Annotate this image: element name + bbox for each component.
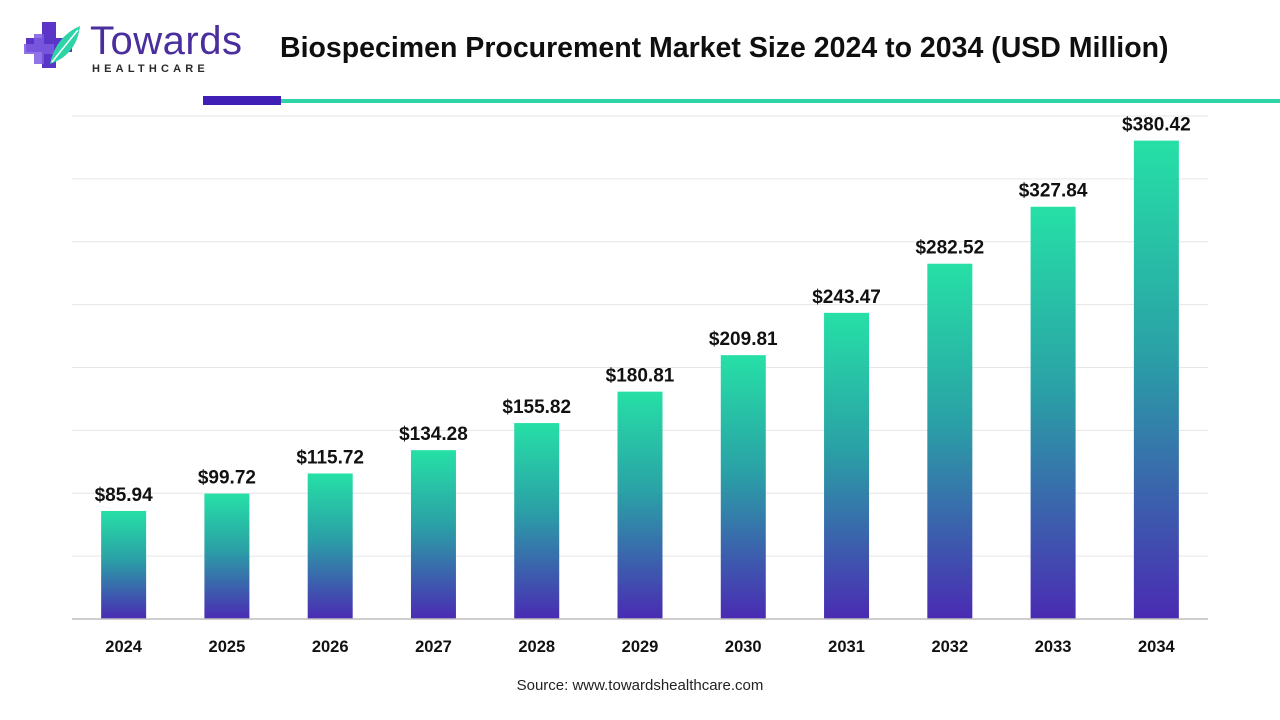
x-tick-2025: 2025 bbox=[209, 638, 246, 656]
bar-2034 bbox=[1133, 140, 1179, 619]
data-label-2029: $180.81 bbox=[606, 366, 675, 387]
bar-2026 bbox=[307, 473, 353, 619]
bar-2028 bbox=[514, 423, 560, 619]
bar-2032 bbox=[927, 263, 973, 619]
brand-logo: Towards HEALTHCARE bbox=[20, 18, 242, 80]
data-labels: $85.94 $99.72 $115.72 $134.28 $155.82 $180.81… bbox=[95, 115, 1191, 506]
brand-name: Towards bbox=[90, 19, 243, 63]
bar-2027 bbox=[410, 450, 456, 619]
data-label-2024: $85.94 bbox=[95, 485, 154, 506]
x-tick-2033: 2033 bbox=[1035, 638, 1072, 656]
bar-2030 bbox=[720, 355, 766, 619]
data-label-2027: $134.28 bbox=[399, 424, 468, 445]
x-tick-2031: 2031 bbox=[828, 638, 865, 656]
x-tick-labels: 2024 2025 2026 2027 2028 2029 2030 2031 2032 2033… bbox=[105, 638, 1175, 656]
source-note: Source: www.towardshealthcare.com bbox=[516, 677, 764, 694]
bar-2031 bbox=[824, 312, 870, 619]
data-label-2031: $243.47 bbox=[812, 287, 881, 308]
bar-chart: $85.94 $99.72 $115.72 $134.28 $155.82 $180.81… bbox=[72, 115, 1208, 656]
brand-tagline: HEALTHCARE bbox=[92, 63, 209, 75]
x-tick-2028: 2028 bbox=[518, 638, 555, 656]
x-tick-2029: 2029 bbox=[622, 638, 659, 656]
data-label-2034: $380.42 bbox=[1122, 115, 1191, 136]
chart-title: Biospecimen Procurement Market Size 2024… bbox=[280, 32, 1169, 64]
title-underline-accent bbox=[203, 96, 281, 105]
bar-2025 bbox=[204, 493, 250, 619]
x-tick-2027: 2027 bbox=[415, 638, 452, 656]
data-label-2032: $282.52 bbox=[915, 238, 984, 259]
x-tick-2030: 2030 bbox=[725, 638, 762, 656]
data-label-2026: $115.72 bbox=[296, 447, 364, 468]
bars bbox=[101, 140, 1179, 619]
data-label-2030: $209.81 bbox=[709, 329, 778, 350]
bar-2024 bbox=[101, 510, 147, 619]
data-label-2025: $99.72 bbox=[198, 468, 256, 489]
x-tick-2034: 2034 bbox=[1138, 638, 1176, 656]
bar-2033 bbox=[1030, 206, 1076, 619]
data-label-2033: $327.84 bbox=[1019, 181, 1088, 202]
bar-2029 bbox=[617, 391, 663, 619]
data-label-2028: $155.82 bbox=[502, 397, 571, 418]
x-tick-2026: 2026 bbox=[312, 638, 349, 656]
title-underline bbox=[281, 99, 1280, 103]
x-tick-2032: 2032 bbox=[931, 638, 968, 656]
x-tick-2024: 2024 bbox=[105, 638, 143, 656]
medical-cross-leaf-icon bbox=[24, 22, 80, 68]
